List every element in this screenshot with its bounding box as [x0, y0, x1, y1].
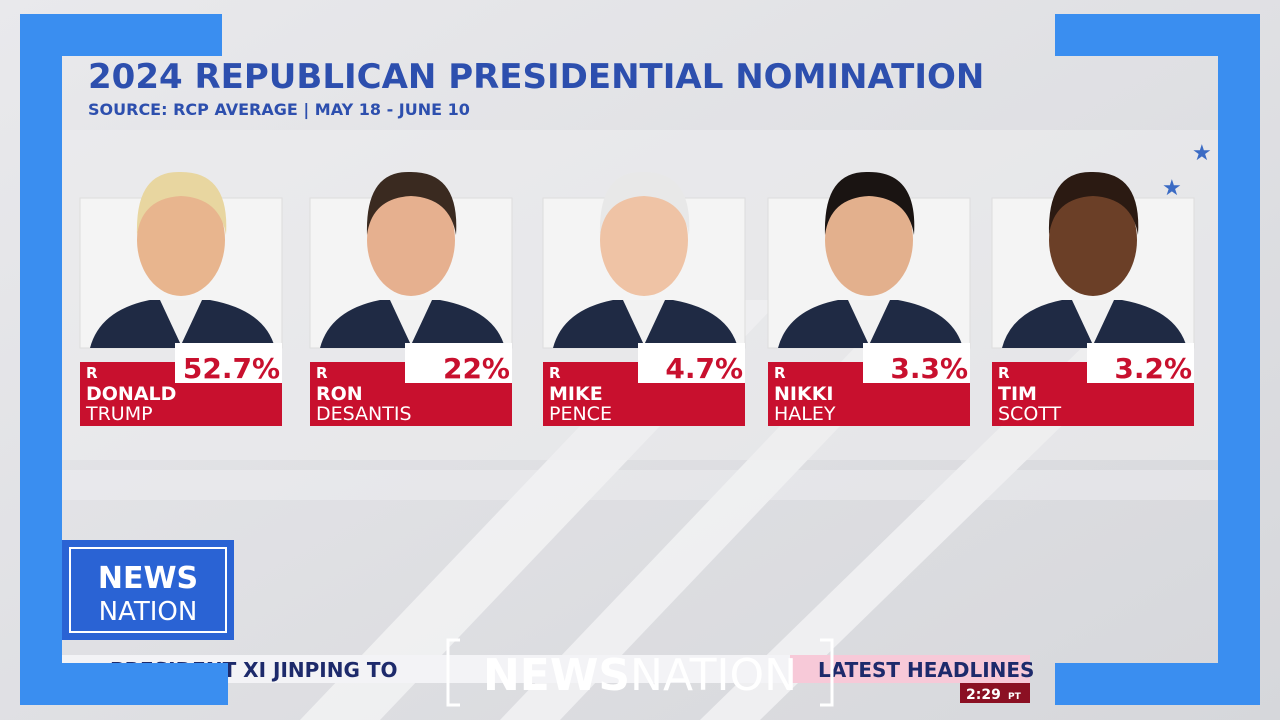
- percent: 4.7%: [665, 352, 743, 385]
- percent-box: [863, 343, 970, 383]
- last-name: TRUMP: [85, 403, 153, 425]
- first-name: TIM: [998, 383, 1037, 405]
- percent-box: [175, 343, 282, 383]
- shirt: [390, 300, 432, 345]
- face: [1049, 184, 1137, 296]
- hair: [824, 171, 915, 235]
- frame: [20, 14, 1260, 705]
- hair: [1048, 171, 1139, 235]
- ticker-zone: PT: [1008, 692, 1022, 702]
- section-bar: [790, 655, 1030, 683]
- svg-text:★: ★: [1192, 141, 1212, 166]
- percent-box: [1087, 343, 1194, 383]
- percent: 52.7%: [183, 352, 280, 385]
- stars: ★★: [1162, 141, 1212, 201]
- corner-logo-frame: [69, 547, 227, 633]
- face: [367, 184, 455, 296]
- ticker-time: 2:29: [966, 687, 1001, 703]
- brand-brackets: [446, 638, 834, 707]
- last-name: HALEY: [774, 403, 836, 425]
- svg-text:★: ★: [1162, 176, 1182, 201]
- percent-box: [405, 343, 512, 383]
- shirt: [623, 300, 665, 345]
- first-name: MIKE: [549, 383, 603, 405]
- corner-logo-top: NEWS: [98, 561, 198, 596]
- face: [600, 184, 688, 296]
- party: R: [998, 364, 1010, 382]
- first-name: RON: [316, 383, 363, 405]
- last-name: DESANTIS: [316, 403, 412, 425]
- ticker-section: LATEST HEADLINES: [818, 658, 1034, 682]
- party: R: [549, 364, 561, 382]
- time-box: [960, 683, 1030, 703]
- last-name: PENCE: [549, 403, 612, 425]
- corner-logo-bottom: NATION: [99, 597, 198, 627]
- brand-light: NATION: [630, 650, 797, 701]
- shirt: [1072, 300, 1114, 345]
- shirt: [848, 300, 890, 345]
- percent: 3.2%: [1114, 352, 1192, 385]
- candidate-cards: 52.7%RDONALDTRUMP22%RRONDESANTIS4.7%RMIK…: [79, 171, 1195, 426]
- last-name: SCOTT: [998, 403, 1062, 425]
- hair: [366, 171, 457, 235]
- brand: NEWSNATION: [483, 650, 797, 701]
- corner-logo-box: [62, 540, 234, 640]
- brand-bold: NEWS: [483, 650, 630, 701]
- face: [825, 184, 913, 296]
- percent-box: [638, 343, 745, 383]
- subtitle: SOURCE: RCP AVERAGE | MAY 18 - JUNE 10: [88, 100, 470, 120]
- party: R: [316, 364, 328, 382]
- face: [137, 184, 225, 296]
- party: R: [86, 364, 98, 382]
- title: 2024 REPUBLICAN PRESIDENTIAL NOMINATION: [88, 57, 984, 97]
- first-name: NIKKI: [774, 383, 834, 405]
- party: R: [774, 364, 786, 382]
- percent: 3.3%: [890, 352, 968, 385]
- percent: 22%: [443, 352, 510, 385]
- hair: [136, 171, 227, 235]
- shirt: [160, 300, 202, 345]
- first-name: DONALD: [86, 383, 176, 405]
- hair: [599, 171, 690, 235]
